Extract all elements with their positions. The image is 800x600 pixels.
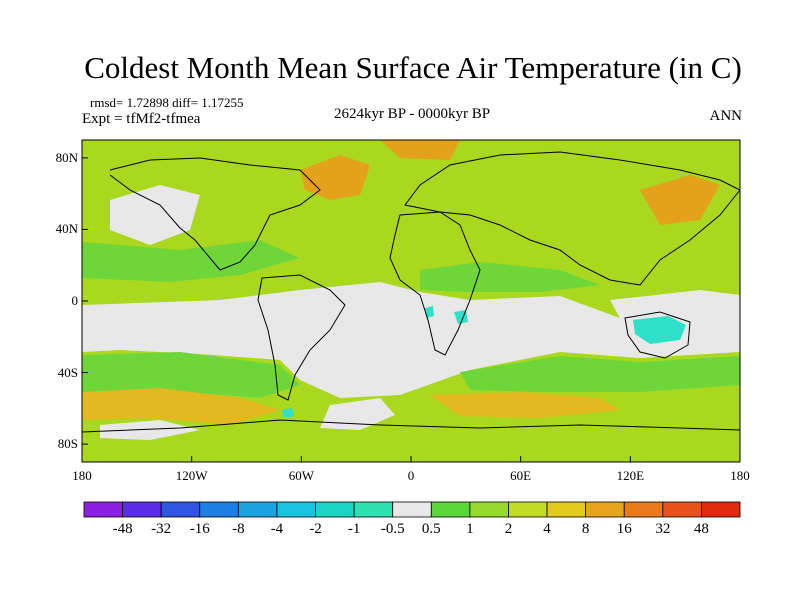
colorbar-swatch	[315, 501, 355, 518]
cool-patch-congo	[425, 306, 434, 318]
colorbar-swatch	[546, 501, 587, 518]
colorbar-label: -48	[112, 521, 133, 537]
coastlines	[82, 151, 740, 433]
colorbar-swatch	[623, 501, 664, 518]
cool-patch-drake	[282, 408, 294, 418]
green-band-north	[82, 240, 300, 282]
colorbar-label: -8	[232, 521, 245, 537]
green-band-tropical-north	[420, 262, 600, 292]
colorbar-label: 2	[504, 521, 513, 537]
coast-antarctica	[82, 419, 740, 433]
coast-south-america	[257, 274, 346, 401]
colorbar-label: 16	[616, 521, 632, 537]
lat-tick-label: 40S	[57, 364, 78, 380]
warm-region-northeast-asia	[640, 175, 720, 225]
neutral-region-north-pacific	[110, 185, 200, 245]
season-label: ANN	[709, 108, 743, 124]
axis-ticks	[81, 157, 741, 462]
colorbar-label: 1	[466, 521, 474, 537]
colorbar-label: 4	[543, 521, 551, 537]
colorbar-swatch	[276, 501, 316, 518]
period-label: 2624kyr BP - 0000kyr BP	[333, 106, 491, 122]
lat-tick-label: 80S	[57, 436, 78, 452]
cool-patch-australia	[633, 316, 686, 344]
colorbar-swatch	[392, 501, 432, 518]
coast-eurasia	[404, 151, 740, 286]
lon-tick-label: 60W	[288, 468, 314, 483]
colorbar-swatch	[83, 501, 123, 518]
colorbar-swatch	[585, 501, 625, 518]
colorbar-label: -0.5	[380, 521, 405, 537]
colorbar-label: -2	[309, 521, 322, 537]
lat-tick-label: 80N	[55, 149, 78, 165]
lat-tick-label: 40N	[55, 221, 78, 237]
coast-africa	[389, 211, 481, 356]
colorbar-swatch	[237, 501, 278, 518]
neutral-region-south-pacific	[100, 420, 200, 440]
warm-band-south-ocean-west	[82, 388, 280, 425]
green-band-south-pacific	[82, 352, 300, 398]
colorbar-label: -16	[189, 521, 210, 537]
neutral-band-tropics	[82, 282, 740, 398]
colorbar-swatch	[469, 501, 509, 518]
colorbar-swatch	[508, 501, 548, 518]
warm-region-arctic	[380, 140, 460, 160]
colorbar-swatch	[160, 501, 201, 518]
coast-north-america	[109, 157, 321, 271]
lat-tick-label: 0	[71, 293, 79, 308]
lon-tick-label: 60E	[510, 468, 532, 483]
experiment-label: Expt = tfMf2-tfmea	[82, 111, 201, 127]
colorbar-label: 32	[655, 521, 671, 537]
lon-tick-label: 180	[730, 468, 750, 483]
colorbar-swatch	[701, 501, 741, 518]
lon-tick-label: 0	[407, 468, 415, 483]
coast-australia	[624, 311, 691, 359]
colorbar-swatch	[662, 501, 702, 518]
colorbar-label: -32	[151, 521, 172, 537]
colorbar-label: -1	[347, 521, 361, 537]
colorbar-swatch	[353, 501, 394, 518]
warm-band-south-ocean-east	[430, 392, 620, 418]
colorbar-label: -4	[270, 521, 284, 537]
colorbar-swatch	[199, 501, 239, 518]
colorbar	[83, 501, 741, 518]
stats-label: rmsd= 1.72898 diff= 1.17255	[90, 95, 244, 110]
neutral-region-south-atlantic	[320, 398, 395, 430]
green-band-south-indian	[460, 356, 740, 392]
lon-tick-label: 180	[72, 468, 92, 483]
map-title: Coldest Month Mean Surface Air Temperatu…	[84, 50, 742, 85]
colorbar-label: 0.5	[421, 521, 441, 537]
lon-tick-label: 120E	[616, 468, 645, 483]
warm-region-north-atlantic	[300, 155, 370, 200]
colorbar-label: 48	[693, 521, 709, 537]
colorbar-swatch	[430, 501, 471, 518]
map-field	[82, 140, 740, 462]
lon-tick-label: 120W	[175, 468, 208, 483]
colorbar-label: 8	[581, 521, 590, 537]
colorbar-swatch	[122, 501, 162, 518]
